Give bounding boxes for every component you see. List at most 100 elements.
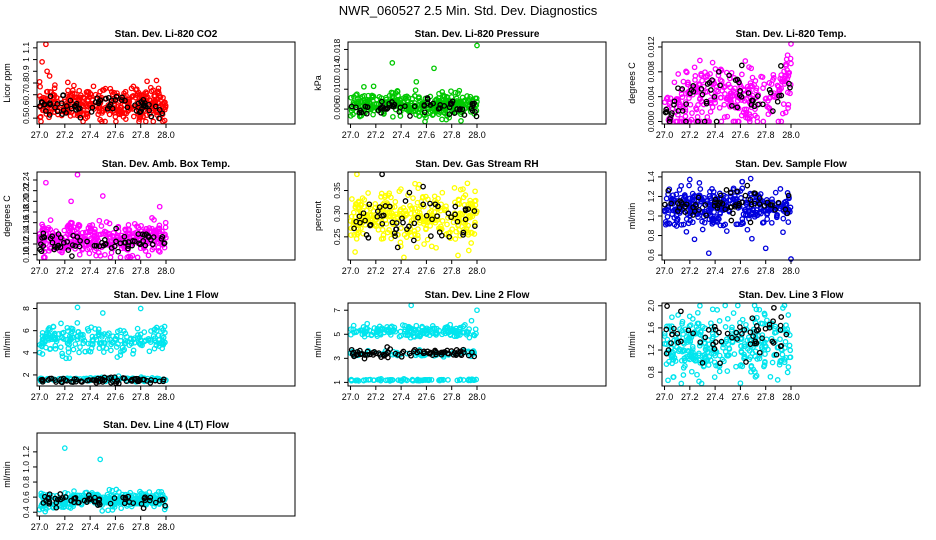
data-point bbox=[465, 352, 472, 359]
data-point bbox=[778, 314, 785, 320]
data-point bbox=[398, 225, 404, 231]
data-point bbox=[373, 223, 379, 230]
data-point bbox=[689, 110, 695, 116]
data-point bbox=[423, 212, 430, 219]
data-point bbox=[429, 112, 436, 118]
data-point bbox=[466, 334, 473, 341]
data-point bbox=[83, 241, 90, 248]
data-point bbox=[400, 219, 406, 226]
data-point bbox=[118, 505, 125, 512]
data-point bbox=[726, 72, 732, 79]
data-point bbox=[39, 235, 45, 241]
data-point bbox=[723, 228, 730, 234]
data-point bbox=[456, 325, 463, 331]
x-tick-label: 27.8 bbox=[132, 130, 150, 140]
x-axis: 27.0 27.2 27.4 27.6 27.8 28.0 bbox=[656, 260, 800, 276]
data-point bbox=[125, 222, 132, 228]
data-point bbox=[156, 115, 162, 122]
data-point bbox=[47, 100, 53, 106]
data-point bbox=[709, 186, 715, 192]
data-point bbox=[406, 350, 413, 357]
data-point bbox=[782, 72, 788, 79]
x-tick-label: 27.6 bbox=[107, 522, 125, 532]
data-point bbox=[692, 202, 699, 208]
x-tick-label: 28.0 bbox=[468, 266, 486, 276]
data-point bbox=[709, 104, 716, 111]
y-tick-label: 1.4 bbox=[646, 171, 656, 183]
data-point bbox=[457, 232, 463, 239]
data-point bbox=[356, 109, 363, 116]
chart-title: Stan. Dev. Amb. Box Temp. bbox=[102, 159, 230, 170]
data-point bbox=[71, 227, 78, 234]
outlier-point bbox=[161, 117, 168, 124]
data-point bbox=[781, 359, 788, 366]
series-black bbox=[348, 344, 478, 362]
y-axis-label: kPa bbox=[313, 75, 323, 91]
data-point bbox=[65, 247, 72, 253]
data-point bbox=[389, 328, 396, 334]
data-point bbox=[724, 94, 731, 101]
data-point bbox=[467, 197, 473, 204]
data-point bbox=[71, 224, 77, 231]
x-tick-label: 28.0 bbox=[468, 392, 486, 402]
data-point bbox=[771, 304, 777, 311]
data-point bbox=[378, 236, 385, 242]
chart-panel-7: Stan. Dev. Line 1 Flow ml/min 27.0 27.2 27.4… bbox=[2, 290, 296, 402]
data-point bbox=[713, 118, 720, 125]
data-point bbox=[733, 196, 740, 202]
data-point bbox=[71, 82, 77, 89]
data-point bbox=[679, 108, 686, 114]
data-point bbox=[775, 199, 782, 206]
data-point bbox=[670, 374, 677, 380]
data-point bbox=[151, 231, 158, 238]
data-point bbox=[60, 336, 67, 342]
data-point bbox=[751, 213, 758, 220]
data-point bbox=[108, 97, 115, 104]
data-point bbox=[728, 327, 735, 333]
data-point bbox=[396, 333, 403, 340]
series-color bbox=[661, 41, 794, 125]
data-point bbox=[451, 110, 458, 116]
data-point bbox=[135, 224, 142, 231]
data-point bbox=[70, 334, 76, 341]
data-point bbox=[364, 104, 371, 110]
data-point bbox=[451, 185, 458, 191]
data-point bbox=[678, 308, 684, 315]
data-point bbox=[706, 201, 712, 208]
data-point bbox=[717, 222, 724, 229]
data-point bbox=[54, 108, 61, 115]
data-point bbox=[723, 187, 730, 193]
y-axis-label: ml/min bbox=[627, 331, 637, 358]
data-point bbox=[99, 332, 105, 338]
data-point bbox=[708, 214, 715, 220]
data-point bbox=[779, 76, 785, 83]
data-point bbox=[401, 375, 407, 382]
x-tick-label: 27.8 bbox=[443, 392, 461, 402]
data-point bbox=[415, 214, 421, 221]
data-point bbox=[766, 324, 773, 331]
data-point bbox=[733, 363, 739, 370]
data-point bbox=[456, 106, 463, 113]
data-point bbox=[413, 111, 419, 118]
y-tick-label: 1 bbox=[21, 57, 31, 62]
data-point bbox=[421, 241, 427, 247]
data-point bbox=[754, 93, 761, 99]
data-points bbox=[661, 41, 794, 125]
data-point bbox=[152, 335, 158, 342]
data-point bbox=[767, 373, 774, 380]
data-point bbox=[452, 236, 459, 242]
data-point bbox=[783, 322, 789, 329]
data-point bbox=[714, 205, 721, 211]
data-point bbox=[734, 302, 741, 309]
data-point bbox=[47, 226, 54, 233]
data-point bbox=[38, 376, 45, 383]
data-point bbox=[699, 226, 706, 233]
data-point bbox=[756, 201, 763, 207]
data-point bbox=[784, 190, 791, 196]
data-point bbox=[675, 208, 681, 214]
data-point bbox=[417, 106, 423, 113]
data-point bbox=[750, 206, 756, 213]
data-point bbox=[359, 93, 366, 100]
data-point bbox=[124, 104, 131, 111]
data-point bbox=[438, 351, 445, 358]
